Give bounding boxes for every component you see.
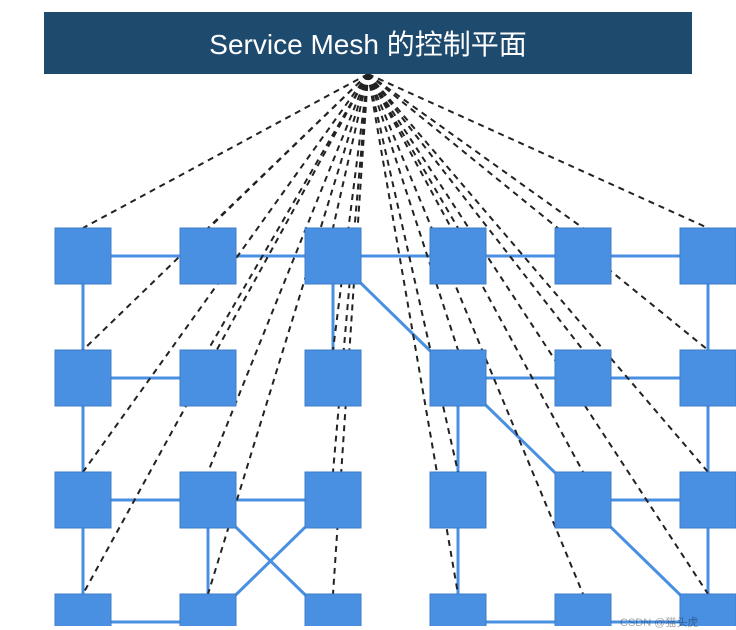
mesh-node (180, 350, 236, 406)
mesh-node (680, 472, 736, 528)
mesh-node (555, 472, 611, 528)
mesh-node (180, 228, 236, 284)
mesh-node (180, 594, 236, 626)
header-label: Service Mesh 的控制平面 (209, 23, 526, 63)
mesh-node (680, 228, 736, 284)
connections-layer (0, 0, 736, 626)
mesh-node (55, 228, 111, 284)
control-edge (368, 74, 583, 350)
mesh-node (430, 350, 486, 406)
mesh-node (305, 472, 361, 528)
mesh-node (305, 350, 361, 406)
control-plane-header: Service Mesh 的控制平面 (44, 12, 692, 74)
mesh-node (555, 594, 611, 626)
mesh-node (555, 350, 611, 406)
mesh-node (55, 350, 111, 406)
watermark-text: CSDN @猫头虎 (620, 614, 698, 630)
mesh-node (430, 472, 486, 528)
mesh-node (305, 228, 361, 284)
mesh-node (305, 594, 361, 626)
control-edge (368, 74, 708, 350)
mesh-node (55, 472, 111, 528)
mesh-node (430, 594, 486, 626)
mesh-node (55, 594, 111, 626)
diagram-canvas: Service Mesh 的控制平面 CSDN @猫头虎 (0, 0, 736, 626)
control-edge (208, 74, 368, 350)
control-edge (368, 74, 583, 228)
mesh-node (555, 228, 611, 284)
mesh-node (680, 350, 736, 406)
mesh-node (430, 228, 486, 284)
control-edge (368, 74, 708, 472)
mesh-node (180, 472, 236, 528)
control-edge (368, 74, 458, 350)
